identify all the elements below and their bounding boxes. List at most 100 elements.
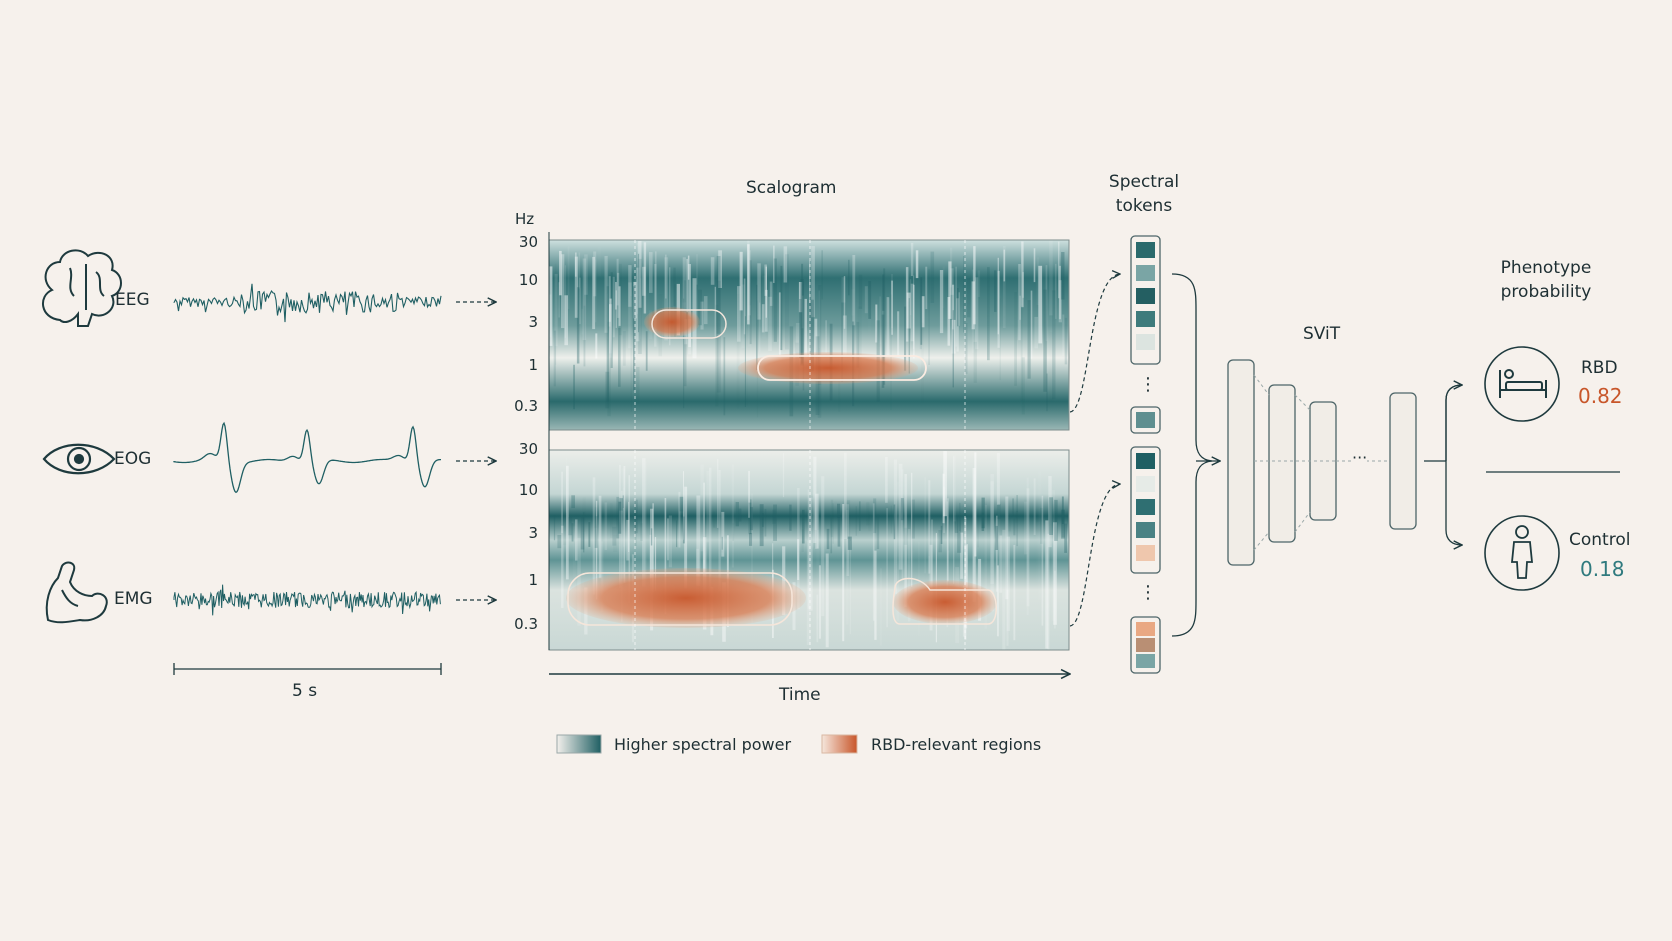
brain-icon [42, 249, 122, 327]
scalogram-texture-streak [682, 257, 686, 336]
scalogram-texture-streak [973, 474, 977, 606]
scalogram-texture-streak [622, 331, 626, 366]
legend-rbd-label: RBD-relevant regions [871, 735, 1042, 754]
scalogram-texture-streak [915, 250, 919, 279]
scalogram-texture-streak [638, 253, 640, 333]
scalogram-texture-streak [571, 495, 575, 509]
scalogram-texture-streak [741, 284, 745, 349]
scalogram-texture-streak [990, 481, 994, 612]
scalogram-texture-streak [554, 263, 557, 365]
svit-output-branch [1445, 384, 1462, 545]
scalogram-texture-streak [1034, 316, 1038, 349]
scalogram-texture-streak [846, 510, 849, 625]
scalogram-texture-streak [797, 539, 800, 580]
emgWave-trace [173, 584, 441, 616]
scalogram-texture-streak [997, 270, 1000, 348]
scalogram-texture-streak [744, 293, 746, 339]
tokens-ellipsis-bottom: ⋮ [1139, 582, 1157, 603]
scalogram-texture-streak [875, 304, 878, 343]
scalogram-texture-streak [623, 466, 626, 583]
scalogram-texture-streak [706, 471, 710, 543]
scalogram-texture-streak [612, 276, 615, 338]
scalogram-texture-streak [1019, 295, 1021, 320]
scalogram-texture-streak [1008, 518, 1011, 532]
eegWave-trace [173, 283, 442, 323]
scalogram-texture-streak [1013, 544, 1016, 641]
scalogram-texture-streak [1048, 496, 1050, 546]
scalogram-texture-streak [953, 456, 955, 585]
token-column-eog-emg [1130, 446, 1161, 674]
scalogram-texture-streak [1016, 505, 1018, 523]
scalogram-texture-streak [637, 243, 639, 314]
scalogram-texture-streak [900, 498, 904, 521]
scalogram-texture-streak [563, 511, 567, 546]
scalogram-texture-streak [750, 507, 753, 531]
scalogram-texture-streak [795, 323, 800, 352]
scalogram-texture-streak [802, 509, 805, 544]
scalogram-texture-streak [748, 502, 752, 535]
scalogram-texture-streak [576, 287, 580, 364]
scalogram-texture-streak [821, 476, 825, 617]
control-probability: 0.18 [1580, 557, 1625, 581]
scalogram-texture-streak [750, 499, 752, 534]
scalogram-texture-streak [642, 266, 646, 296]
legend-power-label: Higher spectral power [614, 735, 792, 754]
scalogram-texture-streak [595, 500, 598, 600]
scalogram-texture-streak [981, 512, 985, 531]
scalogram-texture-streak [1051, 490, 1055, 621]
scalogram-texture-streak [621, 468, 625, 579]
scalogram-texture-streak [1033, 248, 1036, 283]
scalogram-texture-streak [847, 536, 852, 550]
scalogram-texture-streak [855, 506, 857, 536]
scalogram-texture-streak [817, 366, 822, 418]
scalogram-texture-streak [717, 458, 719, 528]
scalogram-texture-streak [1027, 300, 1031, 379]
scalogram-texture-streak [948, 261, 952, 319]
svit-label: SViT [1303, 324, 1341, 344]
top-tick-03: 0.3 [514, 397, 538, 415]
phenotype-title: Phenotype probability [1500, 258, 1592, 302]
top-tick-30: 30 [518, 233, 538, 251]
scalogram-texture-streak [731, 464, 734, 568]
scalogram-texture-streak [553, 515, 556, 541]
scalogram-texture-streak [592, 256, 596, 330]
scalogram-texture-streak [891, 274, 893, 328]
scalogram-texture-streak [911, 472, 913, 587]
scalogram-texture-streak [849, 541, 851, 634]
scalogram-texture-streak [920, 277, 923, 345]
scalogram-texture-streak [561, 471, 563, 534]
scalogram-texture-streak [578, 252, 581, 289]
scalogram-texture-streak [893, 459, 897, 594]
scalogram-texture-streak [618, 286, 621, 326]
scalogram-texture-streak [1049, 240, 1053, 316]
scalogram-texture-streak [640, 523, 643, 541]
scalogram-texture-streak [575, 252, 577, 277]
scalogram-texture-streak [696, 254, 698, 285]
scalogram-texture-streak [973, 246, 976, 325]
scalogram-texture-streak [948, 521, 950, 551]
scalogram-texture-streak [628, 282, 632, 349]
scalogram-texture-streak [574, 256, 579, 318]
scalogram-texture-streak [964, 323, 968, 374]
scalogram-texture-streak [1030, 290, 1033, 359]
bottom-tick-3: 3 [528, 524, 538, 542]
scalogram-texture-streak [1055, 263, 1057, 319]
time-axis-label: Time [779, 685, 821, 705]
scalogram-texture-streak [635, 513, 637, 546]
scalogram-texture-streak [800, 279, 804, 366]
scalogram-texture-streak [1053, 522, 1057, 625]
scalogram-texture-streak [1038, 471, 1042, 600]
scalogram-texture-streak [1061, 509, 1065, 539]
scalogram-texture-streak [906, 292, 911, 329]
scalogram-texture-streak [921, 296, 925, 328]
scalogram-texture-streak [1050, 332, 1054, 403]
scalogram-texture-streak [977, 509, 979, 548]
scalogram-texture-streak [688, 264, 691, 348]
scalogram-texture-streak [891, 280, 893, 335]
scalogram-texture-streak [737, 286, 741, 342]
scalogram-texture-streak [748, 250, 751, 316]
scalogram-texture-streak [549, 266, 553, 346]
scalogram-texture-streak [1024, 501, 1028, 555]
scalogram-texture-streak [911, 499, 915, 539]
scalogram-top-panel [548, 239, 1070, 431]
